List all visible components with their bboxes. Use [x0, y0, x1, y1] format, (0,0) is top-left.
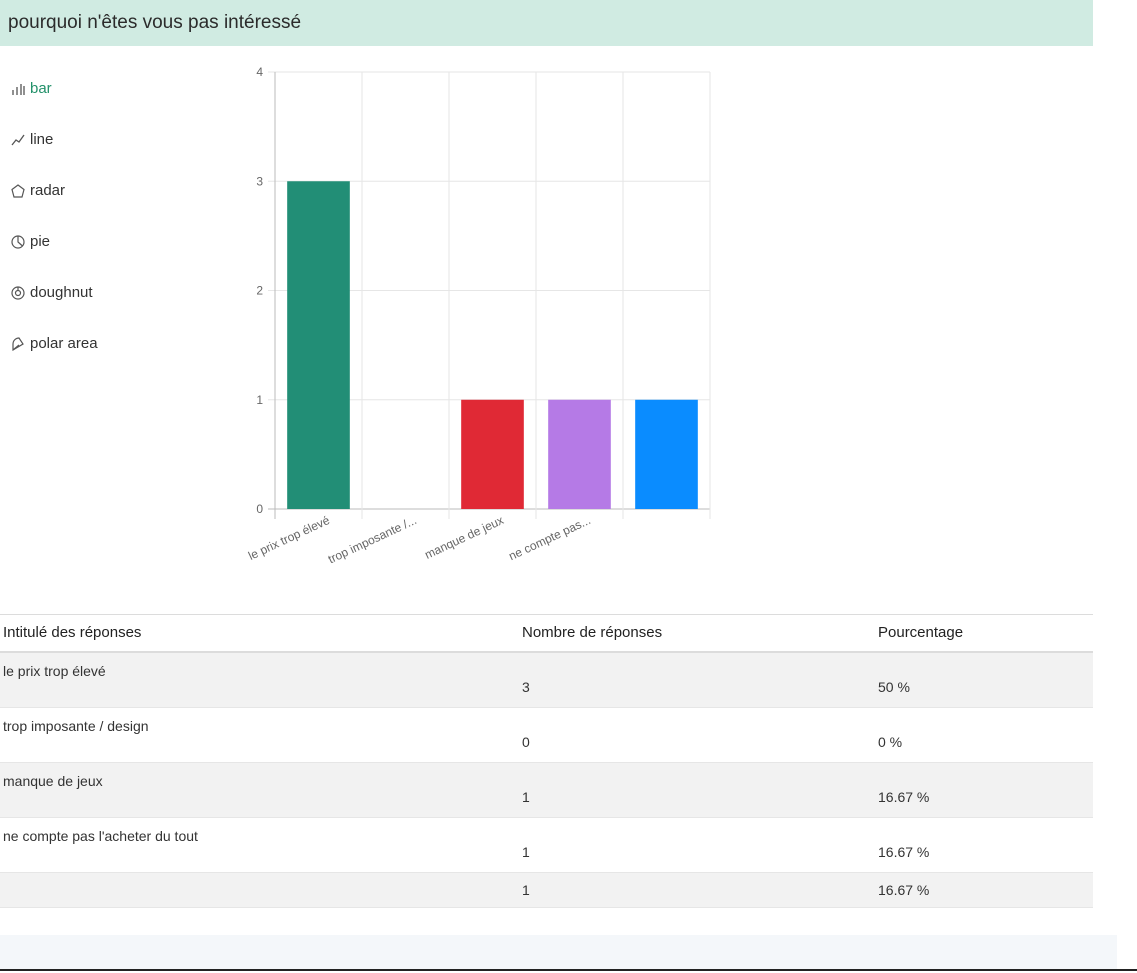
polar-area-chart-icon	[10, 336, 28, 354]
row-label: ne compte pas l'acheter du tout	[3, 828, 198, 844]
row-label: le prix trop élevé	[3, 663, 106, 679]
chart-type-line[interactable]: line	[10, 131, 98, 182]
table-row: le prix trop élevé 3 50 %	[0, 653, 1093, 708]
bar-chart-icon	[10, 81, 28, 99]
row-count: 3	[522, 679, 530, 695]
chart-type-label: doughnut	[30, 284, 93, 301]
row-percent: 16.67 %	[878, 882, 930, 898]
bar	[635, 399, 698, 509]
chart-type-bar[interactable]: bar	[10, 80, 98, 131]
doughnut-chart-icon	[10, 285, 28, 303]
chart-type-label: bar	[30, 80, 52, 97]
chart-type-polar-area[interactable]: polar area	[10, 335, 98, 386]
row-count: 1	[522, 789, 530, 805]
row-percent: 50 %	[878, 679, 910, 695]
chart-type-label: pie	[30, 233, 51, 250]
row-count: 0	[522, 734, 530, 750]
chart-type-label: radar	[30, 182, 66, 199]
question-title: pourquoi n'êtes vous pas intéressé	[8, 12, 302, 33]
table-row: 1 16.67 %	[0, 873, 1093, 908]
pie-chart-icon	[10, 234, 28, 252]
row-label: manque de jeux	[3, 773, 103, 789]
y-tick-label: 0	[256, 502, 263, 516]
bar	[548, 399, 611, 509]
row-percent: 16.67 %	[878, 844, 930, 860]
responses-table: Intitulé des réponses Nombre de réponses…	[0, 614, 1093, 908]
chart-type-doughnut[interactable]: doughnut	[10, 284, 98, 335]
header-percent: Pourcentage	[878, 624, 964, 641]
table-row: ne compte pas l'acheter du tout 1 16.67 …	[0, 818, 1093, 873]
footer-band	[0, 935, 1117, 969]
x-tick-label: ne compte pas...	[506, 513, 592, 563]
chart-type-label: polar area	[30, 335, 98, 352]
bar-chart: 0 1 2 3 4 le prix trop élevé trop imposante /.…	[200, 58, 760, 598]
line-chart-icon	[10, 132, 28, 150]
row-count: 1	[522, 844, 530, 860]
row-count: 1	[522, 882, 530, 898]
x-tick-label: manque de jeux	[422, 513, 505, 562]
chart-type-label: line	[30, 131, 54, 148]
y-tick-label: 3	[256, 174, 263, 188]
chart-type-pie[interactable]: pie	[10, 233, 98, 284]
table-row: trop imposante / design 0 0 %	[0, 708, 1093, 763]
x-tick-label: le prix trop élevé	[246, 513, 332, 563]
bottom-divider	[0, 969, 1137, 971]
row-label: trop imposante / design	[3, 718, 149, 734]
row-percent: 16.67 %	[878, 789, 930, 805]
table-row: manque de jeux 1 16.67 %	[0, 763, 1093, 818]
y-tick-label: 1	[256, 393, 263, 407]
bar	[287, 181, 350, 509]
bar	[461, 399, 524, 509]
y-tick-label: 4	[256, 65, 263, 79]
table-header: Intitulé des réponses Nombre de réponses…	[0, 614, 1093, 653]
chart-type-selector: bar line radar pie doughnut polar area	[10, 80, 98, 386]
radar-chart-icon	[10, 183, 28, 201]
y-tick-label: 2	[256, 284, 263, 298]
question-header: pourquoi n'êtes vous pas intéressé	[0, 0, 1093, 46]
header-label: Intitulé des réponses	[3, 624, 142, 641]
chart-type-radar[interactable]: radar	[10, 182, 98, 233]
row-percent: 0 %	[878, 734, 903, 750]
x-tick-label: trop imposante /...	[326, 513, 419, 566]
header-count: Nombre de réponses	[522, 624, 663, 641]
